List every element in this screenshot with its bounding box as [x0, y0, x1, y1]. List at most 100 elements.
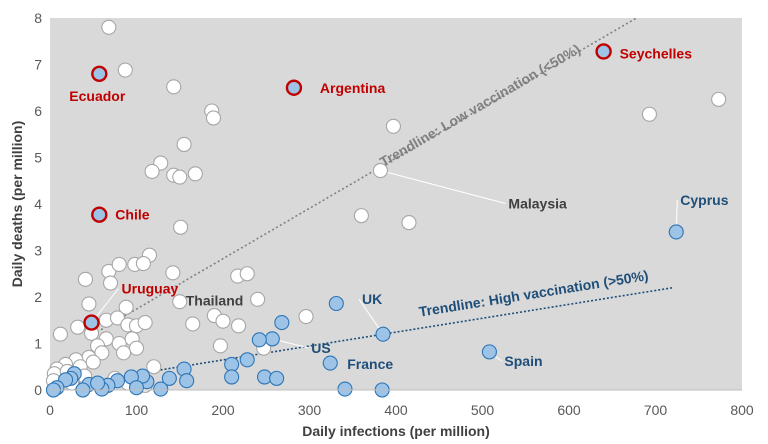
data-point-low: [70, 319, 86, 335]
country-label-argentina: Argentina: [320, 80, 386, 96]
data-point-low: [401, 215, 417, 231]
country-label-cyprus: Cyprus: [680, 192, 728, 208]
country-label-us: US: [311, 340, 330, 356]
x-tick-label: 500: [471, 402, 495, 418]
data-point-low: [137, 315, 153, 331]
data-point-low: [212, 338, 228, 354]
data-point-low: [85, 354, 101, 370]
x-tick-label: 200: [211, 402, 235, 418]
data-point-low: [205, 110, 222, 126]
y-tick-label: 5: [34, 150, 42, 166]
trendline-low: [92, 17, 637, 335]
data-point-low: [215, 313, 231, 329]
x-tick-labels: 0 100 200 300 400 500 600 700 800: [46, 402, 754, 418]
axes: 0 100 200 300 400 500 600 700 800 0 1 2 3 4 5 6 7 8 Dail…: [9, 10, 754, 439]
data-point-low: [176, 136, 192, 153]
data-points: [45, 19, 727, 398]
leader-line: [380, 170, 506, 205]
data-point-highlight: [285, 79, 303, 96]
data-point-low: [103, 275, 119, 291]
x-axis-title: Daily infections (per million): [302, 423, 489, 439]
data-point-low: [128, 340, 145, 356]
data-point-high: [322, 355, 338, 371]
data-point-high: [481, 344, 497, 360]
x-tick-label: 400: [384, 402, 408, 418]
data-point-low: [115, 345, 132, 361]
data-point-low: [109, 310, 126, 326]
data-point-low: [185, 316, 201, 332]
country-label-spain: Spain: [504, 353, 542, 369]
data-point-low: [118, 299, 134, 315]
data-point-high: [264, 331, 280, 347]
y-axis-title: Daily deaths (per million): [9, 121, 25, 287]
y-tick-label: 6: [34, 103, 42, 119]
data-point-low: [166, 79, 182, 95]
data-point-high: [161, 370, 177, 386]
data-point-low: [101, 19, 117, 35]
x-tick-label: 0: [46, 402, 54, 418]
y-tick-label: 8: [34, 10, 42, 26]
country-label-malaysia: Malaysia: [508, 196, 567, 212]
y-tick-labels: 0 1 2 3 4 5 6 7 8: [34, 10, 42, 398]
data-point-low: [711, 91, 727, 107]
data-point-high: [179, 373, 195, 389]
y-tick-label: 4: [34, 196, 42, 212]
data-point-high: [128, 380, 145, 396]
data-point-low: [146, 359, 162, 375]
data-point-low: [231, 318, 247, 334]
y-tick-label: 2: [34, 289, 42, 305]
data-point-low: [353, 208, 369, 224]
data-point-low: [81, 296, 97, 312]
data-point-high: [337, 381, 353, 397]
data-point-highlight: [595, 43, 612, 60]
data-point-high: [224, 369, 240, 385]
data-point-low: [298, 308, 314, 325]
data-point-highlight: [83, 314, 100, 331]
data-point-highlight: [91, 65, 108, 83]
data-point-high: [224, 356, 240, 372]
y-tick-label: 3: [34, 243, 42, 259]
data-point-highlight: [91, 206, 108, 223]
country-label-thailand: Thailand: [186, 293, 244, 309]
y-tick-label: 7: [34, 57, 42, 73]
x-tick-label: 800: [730, 402, 754, 418]
data-point-low: [239, 266, 255, 282]
data-point-low: [111, 256, 127, 273]
country-label-uruguay: Uruguay: [122, 281, 179, 297]
data-point-low: [250, 291, 266, 307]
data-point-high: [274, 315, 290, 331]
country-label-chile: Chile: [115, 207, 149, 223]
data-point-high: [153, 381, 169, 397]
country-label-ecuador: Ecuador: [69, 88, 126, 104]
country-label-uk: UK: [362, 291, 382, 307]
country-label-france: France: [347, 356, 393, 372]
data-point-low: [144, 163, 160, 179]
data-point-high: [251, 332, 267, 348]
data-point-high: [668, 224, 684, 240]
data-point-low: [117, 62, 133, 78]
data-point-low: [172, 169, 188, 185]
data-point-low: [172, 294, 188, 310]
x-tick-label: 100: [125, 402, 149, 418]
x-tick-label: 700: [644, 402, 668, 418]
plot-area: [50, 18, 742, 390]
data-point-low: [135, 255, 151, 272]
y-tick-label: 1: [34, 336, 42, 352]
data-point-low: [173, 219, 189, 235]
data-point-low: [372, 162, 388, 179]
data-point-low: [94, 345, 110, 361]
data-point-high: [269, 370, 285, 386]
x-tick-label: 300: [298, 402, 322, 418]
data-point-high: [328, 295, 344, 312]
data-point-high: [239, 352, 255, 368]
data-point-low: [187, 166, 203, 182]
data-point-high: [375, 326, 391, 342]
data-point-low: [77, 271, 94, 287]
data-point-low: [385, 118, 401, 134]
x-tick-label: 600: [557, 402, 581, 418]
country-label-seychelles: Seychelles: [620, 45, 693, 61]
y-tick-label: 0: [34, 382, 42, 398]
data-point-low: [165, 265, 181, 281]
data-point-high: [90, 375, 106, 391]
